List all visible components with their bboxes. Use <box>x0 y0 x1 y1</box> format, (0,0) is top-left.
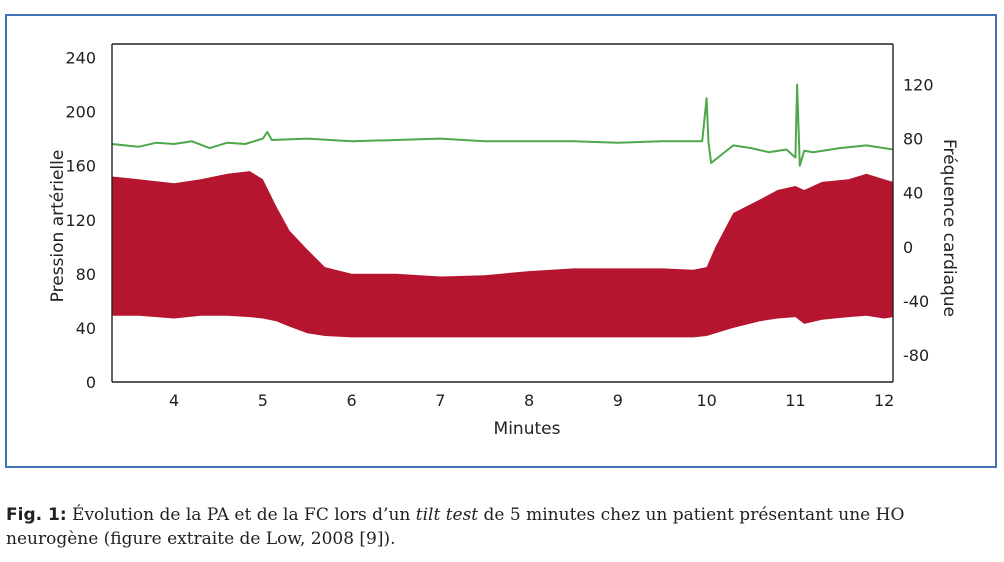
y-left-tick-label: 120 <box>65 211 96 230</box>
y-right-tick-label: 80 <box>903 130 923 149</box>
y-left-tick-label: 40 <box>76 319 96 338</box>
x-tick-label: 12 <box>874 391 894 410</box>
x-axis-label: Minutes <box>494 419 561 439</box>
y-left-tick-label: 200 <box>65 103 96 122</box>
y-right-tick-label: 0 <box>903 238 913 257</box>
x-tick-label: 9 <box>613 391 623 410</box>
y-axis-label-left: Pression artérielle <box>48 150 68 303</box>
chart: 4 5 6 7 8 9 10 11 1204080120160200240-80-4004080… <box>48 43 959 439</box>
x-tick-label: 6 <box>347 391 357 410</box>
caption-label: Fig. 1: <box>6 505 67 525</box>
pressure-band <box>112 171 893 338</box>
y-right-tick-label: 120 <box>903 76 934 95</box>
caption-line-2: neurogène (figure extraite de Low, 2008 … <box>6 529 396 549</box>
x-tick-label: 10 <box>696 391 716 410</box>
y-axis-label-right: Fréquence cardiaque <box>939 139 959 317</box>
y-right-tick-label: -80 <box>903 346 929 365</box>
y-left-tick-label: 80 <box>76 265 96 284</box>
figure-frame <box>5 14 997 468</box>
y-left-tick-label: 240 <box>65 49 96 68</box>
caption-text-after: de 5 minutes chez un patient présentant … <box>478 505 905 525</box>
x-tick-label: 5 <box>258 391 268 410</box>
caption-text-before: Évolution de la PA et de la FC lors d’un <box>66 505 416 525</box>
y-right-tick-label: 40 <box>903 184 923 203</box>
x-tick-label: 7 <box>435 391 445 410</box>
caption-emphasis: tilt test <box>415 505 479 525</box>
y-left-tick-label: 160 <box>65 157 96 176</box>
y-right-tick-label: -40 <box>903 292 929 311</box>
y-left-tick-label: 0 <box>86 373 96 392</box>
x-tick-label: 11 <box>785 391 805 410</box>
heart-rate-line <box>111 83 894 167</box>
x-tick-label: 4 <box>169 391 179 410</box>
x-tick-label: 8 <box>524 391 534 410</box>
figure-caption: Fig. 1: Évolution de la PA et de la FC l… <box>6 503 1004 551</box>
